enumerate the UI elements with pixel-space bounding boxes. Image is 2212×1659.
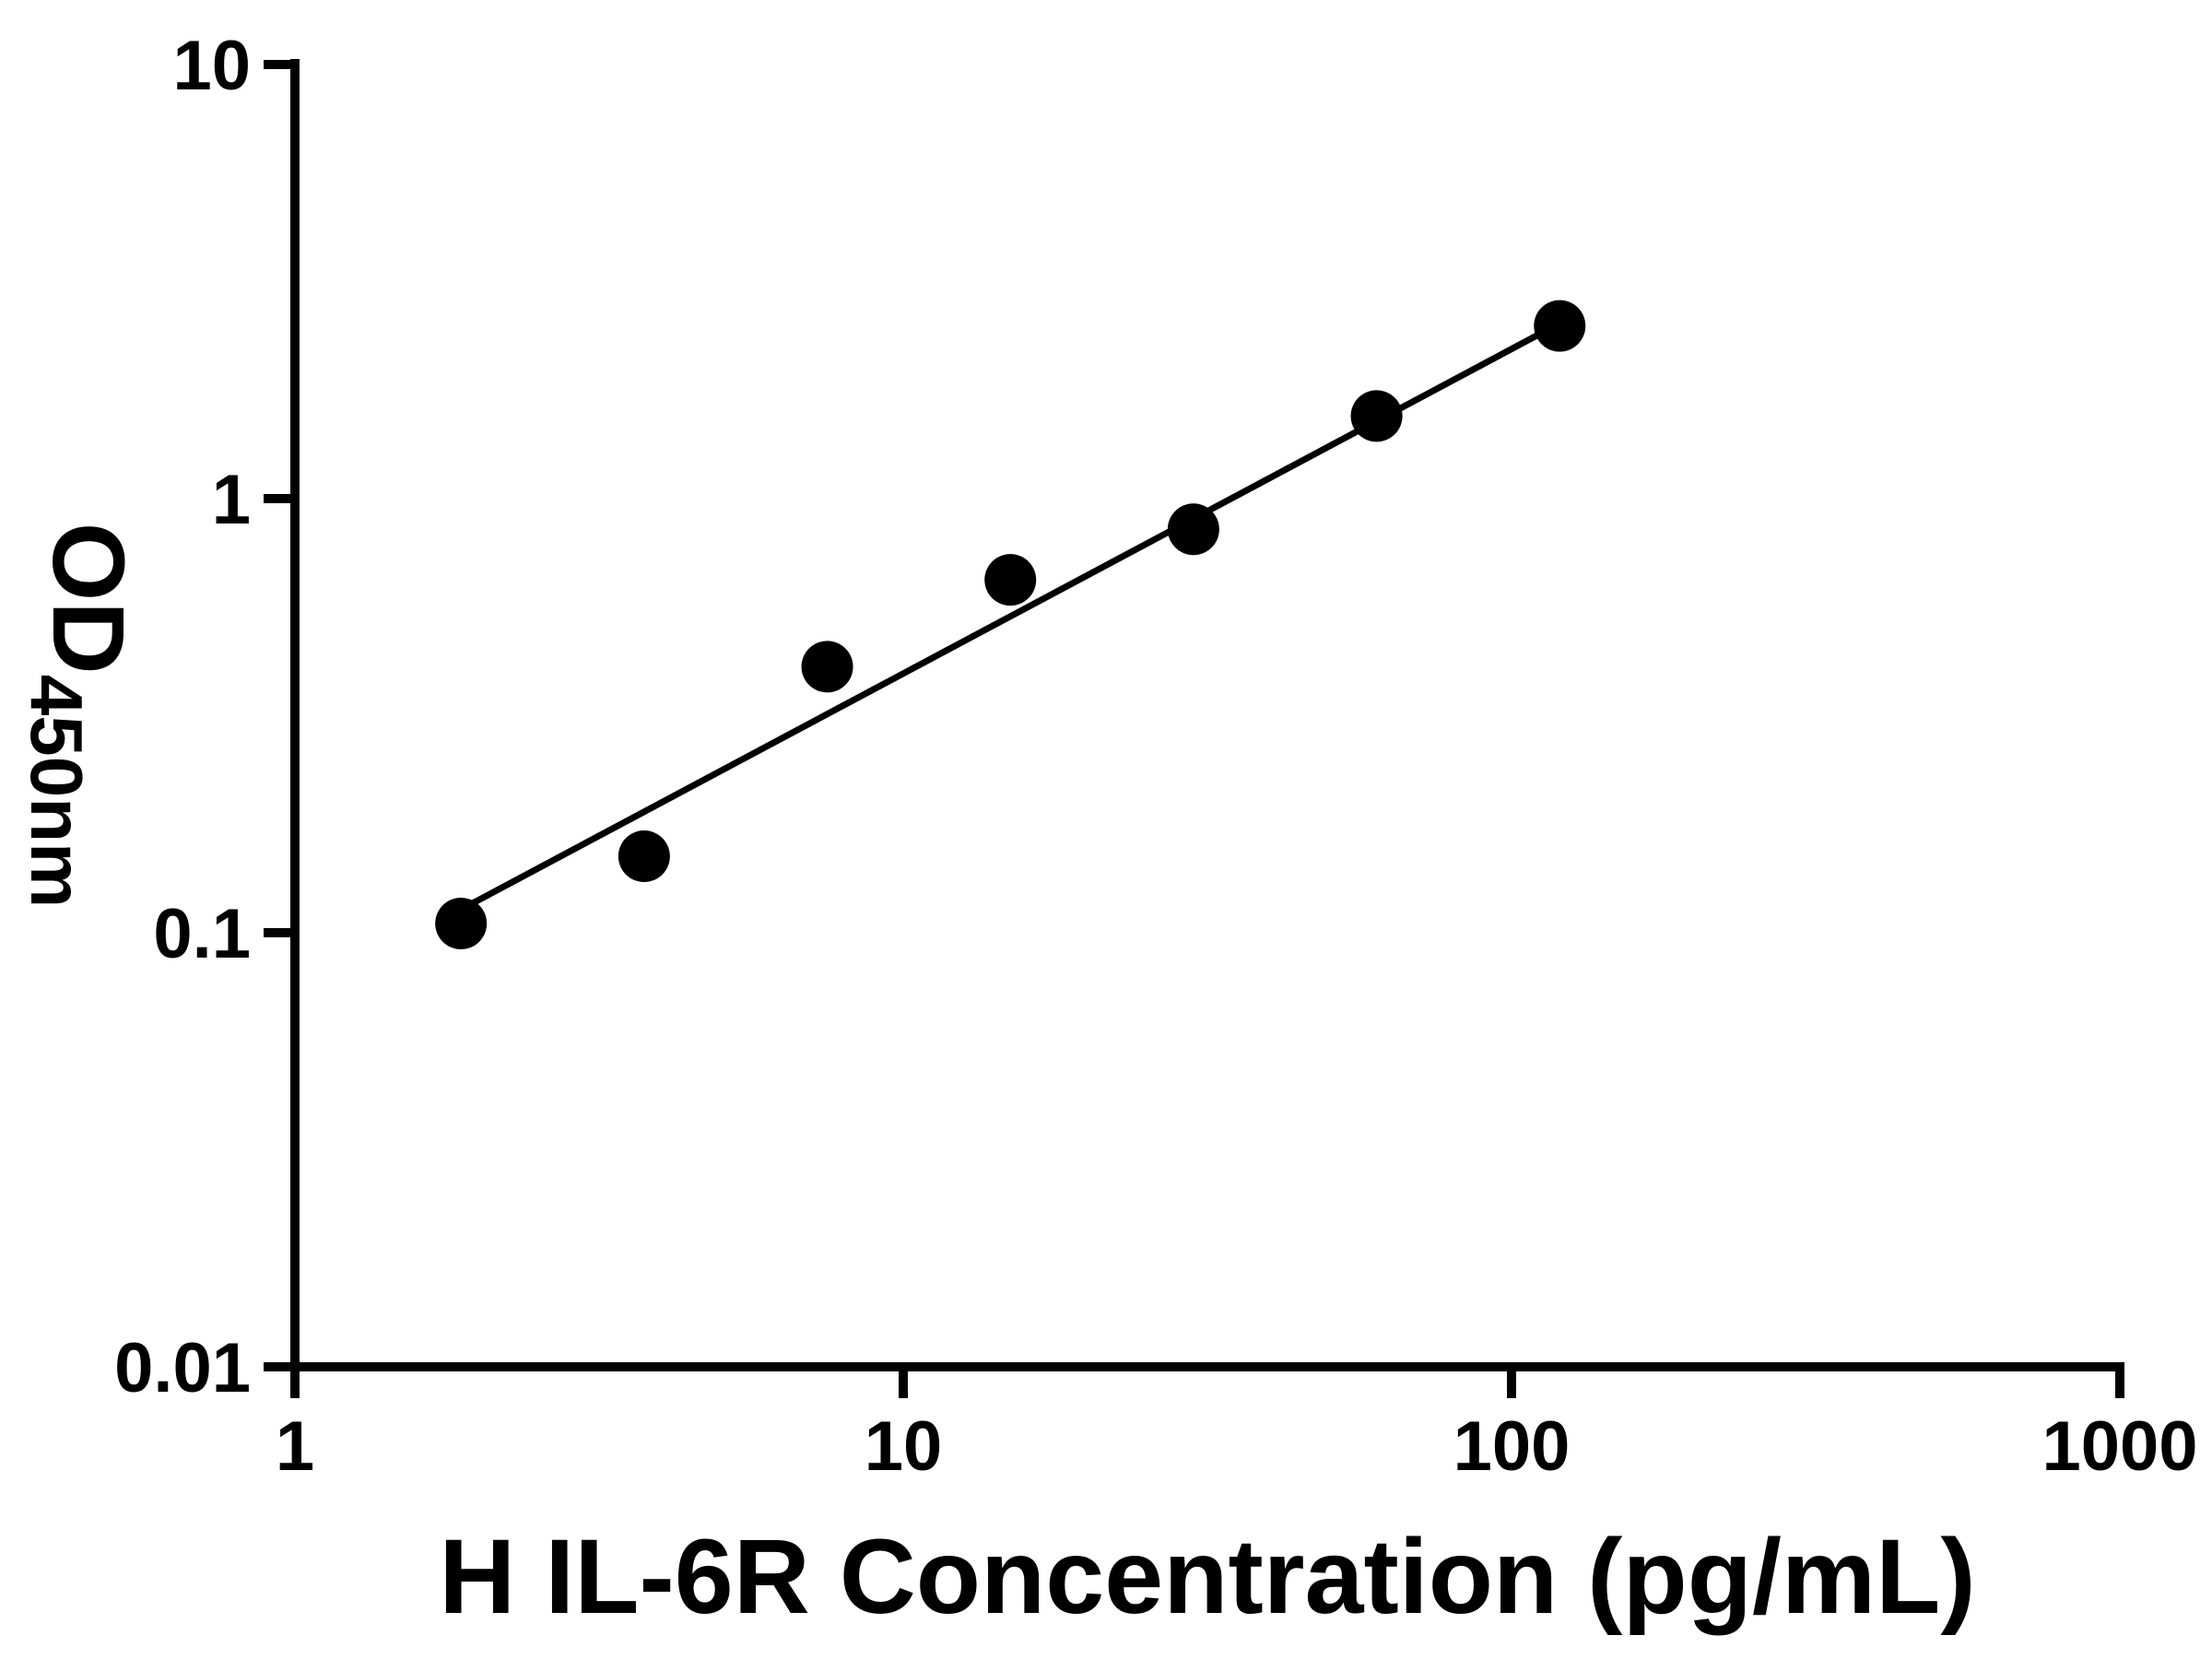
data-point-marker xyxy=(1534,300,1586,352)
axis-frame xyxy=(290,59,2124,1371)
y-axis-title-main: OD xyxy=(31,523,145,675)
y-tick-label: 1 xyxy=(212,461,251,539)
x-tick-label: 1 xyxy=(276,1407,314,1486)
data-point-marker xyxy=(618,830,670,883)
data-point-marker xyxy=(1167,503,1219,556)
x-tick-label: 100 xyxy=(1453,1407,1571,1486)
x-axis-title: H IL-6R Concentration (pg/mL) xyxy=(439,1518,1975,1636)
y-tick-label: 0.1 xyxy=(153,895,251,973)
y-axis-title: OD450nm xyxy=(16,523,145,908)
data-point-marker xyxy=(801,641,853,693)
axes-layer: 1 10 100 1000 0.01 0.1 1 10 xyxy=(114,27,2197,1486)
data-point-marker xyxy=(984,554,1037,606)
y-tick-label: 0.01 xyxy=(114,1329,251,1407)
data-point-marker xyxy=(435,898,488,950)
x-tick-label: 10 xyxy=(865,1407,943,1486)
y-tick-label: 10 xyxy=(172,27,251,105)
y-axis-title-subscript: 450nm xyxy=(16,675,98,908)
data-layer xyxy=(435,300,1586,950)
x-tick-label: 1000 xyxy=(2041,1407,2197,1486)
data-point-marker xyxy=(1350,390,1403,442)
